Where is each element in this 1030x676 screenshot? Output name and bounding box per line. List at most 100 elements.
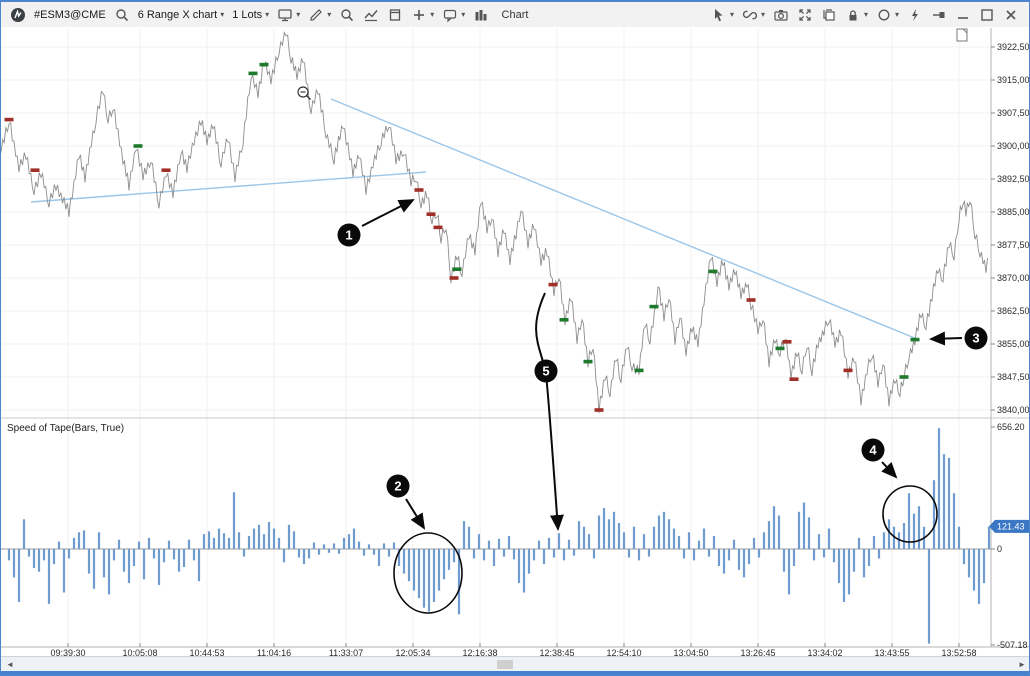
svg-text:3: 3 <box>972 331 979 346</box>
annotation-badge-2 <box>386 474 410 498</box>
lots-select[interactable]: 1 Lots ▾ <box>228 2 273 27</box>
chevron-down-icon[interactable]: ▾ <box>430 10 435 19</box>
chevron-down-icon[interactable]: ▾ <box>760 10 765 19</box>
annotation-badge-5 <box>534 359 558 383</box>
time-axis[interactable]: 09:39:30 10:05:08 10:44:53 11:04:16 11:33:07… <box>50 643 977 658</box>
chevron-down-icon[interactable]: ▾ <box>296 10 301 19</box>
svg-text:3877,50: 3877,50 <box>997 240 1030 250</box>
minimize-icon[interactable] <box>951 2 975 27</box>
line-chart-icon[interactable] <box>359 2 383 27</box>
last-value-badge: 121.43 <box>989 519 1029 533</box>
pane-restore-icon[interactable] <box>956 28 968 42</box>
annotation-arrow <box>929 331 963 346</box>
annotation-arrow <box>881 461 898 479</box>
svg-text:13:26:45: 13:26:45 <box>740 648 775 656</box>
lock-icon[interactable]: ▾ <box>841 2 872 27</box>
indicator-axis[interactable]: 656.20 0 -507.18 <box>991 422 1028 650</box>
svg-text:13:52:58: 13:52:58 <box>941 648 976 656</box>
svg-text:3915,00: 3915,00 <box>997 75 1030 85</box>
zoom-out-cursor-icon <box>297 86 311 100</box>
copy-icon[interactable] <box>817 2 841 27</box>
window-frame-bottom <box>1 671 1029 675</box>
svg-text:-507.18: -507.18 <box>997 640 1028 650</box>
svg-text:4: 4 <box>869 443 877 458</box>
svg-text:12:54:10: 12:54:10 <box>606 648 641 656</box>
chart-canvas[interactable]: 3922,50 3915,00 3907,50 3900,00 3892,50 3885,… <box>1 27 1030 658</box>
pointer-mode-icon[interactable]: ▾ <box>707 2 738 27</box>
svg-text:11:33:07: 11:33:07 <box>329 648 363 656</box>
scroll-right-icon[interactable]: ► <box>1018 660 1026 669</box>
close-icon[interactable] <box>999 2 1023 27</box>
highlight-circle <box>393 532 463 614</box>
chevron-down-icon[interactable]: ▾ <box>265 10 270 19</box>
svg-text:121.43: 121.43 <box>997 521 1025 531</box>
gridlines <box>1 28 991 646</box>
zoom-icon[interactable] <box>335 2 359 27</box>
link-icon[interactable]: ▾ <box>738 2 769 27</box>
draw-pencil-icon[interactable]: ▾ <box>304 2 335 27</box>
chevron-down-icon[interactable]: ▾ <box>894 10 899 19</box>
svg-text:09:39:30: 09:39:30 <box>50 648 85 656</box>
svg-text:656.20: 656.20 <box>997 422 1025 432</box>
price-axis[interactable]: 3922,50 3915,00 3907,50 3900,00 3892,50 3885,… <box>991 42 1030 415</box>
symbol-search-icon[interactable] <box>110 2 134 27</box>
svg-text:3907,50: 3907,50 <box>997 108 1030 118</box>
svg-text:3870,00: 3870,00 <box>997 273 1030 283</box>
horizontal-scrollbar[interactable]: ◄ ► <box>1 656 1029 672</box>
chart-type-select[interactable]: 6 Range X chart ▾ <box>134 2 229 27</box>
symbol-label-label: #ESM3@CME <box>34 8 106 21</box>
svg-text:0: 0 <box>997 544 1002 554</box>
svg-text:2: 2 <box>394 479 401 494</box>
chart-svg[interactable]: 3922,50 3915,00 3907,50 3900,00 3892,50 3885,… <box>1 27 1030 658</box>
lightning-icon[interactable] <box>903 2 927 27</box>
chart-type-select-label: 6 Range X chart <box>137 8 218 21</box>
add-study-icon[interactable]: ▾ <box>407 2 438 27</box>
indicator-title: Speed of Tape(Bars, True) <box>7 423 124 434</box>
svg-text:3862,50: 3862,50 <box>997 306 1030 316</box>
trendlines[interactable] <box>30 98 918 340</box>
svg-text:13:04:50: 13:04:50 <box>673 648 708 656</box>
volume-bars-icon[interactable] <box>469 2 493 27</box>
maximize-icon[interactable] <box>975 2 999 27</box>
chevron-down-icon[interactable]: ▾ <box>220 10 225 19</box>
svg-text:13:43:55: 13:43:55 <box>874 648 909 656</box>
scroll-left-icon[interactable]: ◄ <box>6 660 14 669</box>
titlebar: #ESM3@CME 6 Range X chart ▾ 1 Lots ▾ ▾ ▾ ▾ ▾ Cha… <box>1 2 1029 28</box>
annotation-badge-4 <box>861 438 885 462</box>
svg-text:11:04:16: 11:04:16 <box>257 648 291 656</box>
lots-select-label: 1 Lots <box>232 8 263 21</box>
chevron-down-icon[interactable]: ▾ <box>729 10 734 19</box>
expand-icon[interactable] <box>793 2 817 27</box>
svg-text:3892,50: 3892,50 <box>997 174 1030 184</box>
monitor-icon[interactable]: ▾ <box>273 2 304 27</box>
svg-text:3840,00: 3840,00 <box>997 405 1030 415</box>
pin-icon[interactable] <box>927 2 951 27</box>
scrollbar-track[interactable] <box>19 657 1013 672</box>
svg-text:12:05:34: 12:05:34 <box>395 648 430 656</box>
chart-background <box>1 27 1029 656</box>
app-logo-icon[interactable] <box>6 2 30 27</box>
svg-text:13:34:02: 13:34:02 <box>807 648 842 656</box>
speed-of-tape-bars[interactable] <box>7 428 991 644</box>
svg-text:10:05:08: 10:05:08 <box>122 648 157 656</box>
svg-text:3847,50: 3847,50 <box>997 372 1030 382</box>
symbol-label: #ESM3@CME <box>30 2 110 27</box>
svg-text:3885,00: 3885,00 <box>997 207 1030 217</box>
trade-markers <box>4 62 920 412</box>
snapshot-camera-icon[interactable] <box>769 2 793 27</box>
toolbar-right: ▾ ▾ ▾ ▾ <box>707 2 1029 27</box>
circle-tool-icon[interactable]: ▾ <box>872 2 903 27</box>
annotations: 1 2 3 4 5 <box>337 199 988 614</box>
svg-text:3922,50: 3922,50 <box>997 42 1030 52</box>
chevron-down-icon[interactable]: ▾ <box>863 10 868 19</box>
callout-icon[interactable]: ▾ <box>438 2 469 27</box>
price-series[interactable] <box>1 31 988 414</box>
window-pane-icon[interactable] <box>383 2 407 27</box>
annotation-arrow <box>361 199 415 227</box>
chevron-down-icon[interactable]: ▾ <box>461 10 466 19</box>
annotation-badge-3 <box>964 326 988 350</box>
scrollbar-thumb[interactable] <box>497 660 513 669</box>
annotation-badge-1 <box>337 223 361 247</box>
chevron-down-icon[interactable]: ▾ <box>327 10 332 19</box>
